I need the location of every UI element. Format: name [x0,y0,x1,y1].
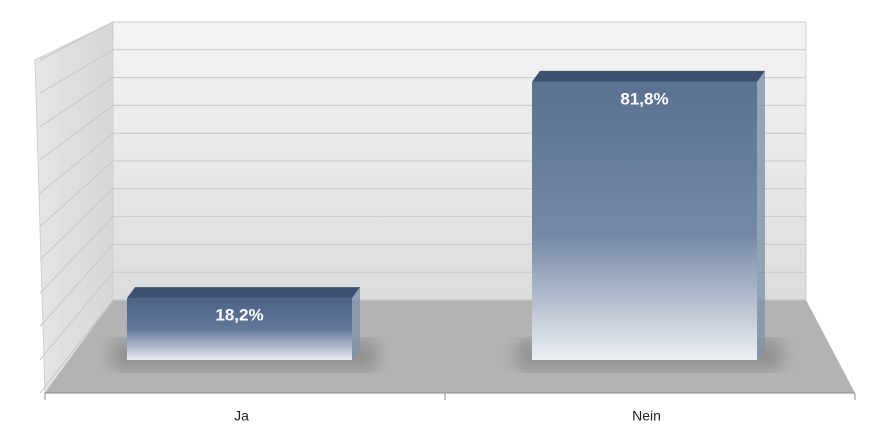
bar-front [532,81,757,360]
grid-line [39,104,114,161]
bar-side [352,287,360,360]
grid-line [39,244,114,327]
grid-line [39,49,114,94]
x-tick-label: Nein [632,408,661,424]
bar-top [127,287,360,299]
grid-line [39,271,114,361]
bar [127,287,360,360]
grid-line [39,216,114,294]
value-label: 18,2% [215,306,263,325]
grid-line [39,21,114,61]
bar [532,70,765,360]
grid-line [39,132,114,194]
grid-line [39,299,114,394]
bar-top [532,70,765,82]
value-label: 81,8% [620,89,668,108]
x-tick-label: Ja [234,408,249,424]
grid-line [39,77,114,128]
bar-side [757,70,765,360]
grid-line [39,160,114,227]
bar-front [127,298,352,360]
grid-line [39,188,114,261]
